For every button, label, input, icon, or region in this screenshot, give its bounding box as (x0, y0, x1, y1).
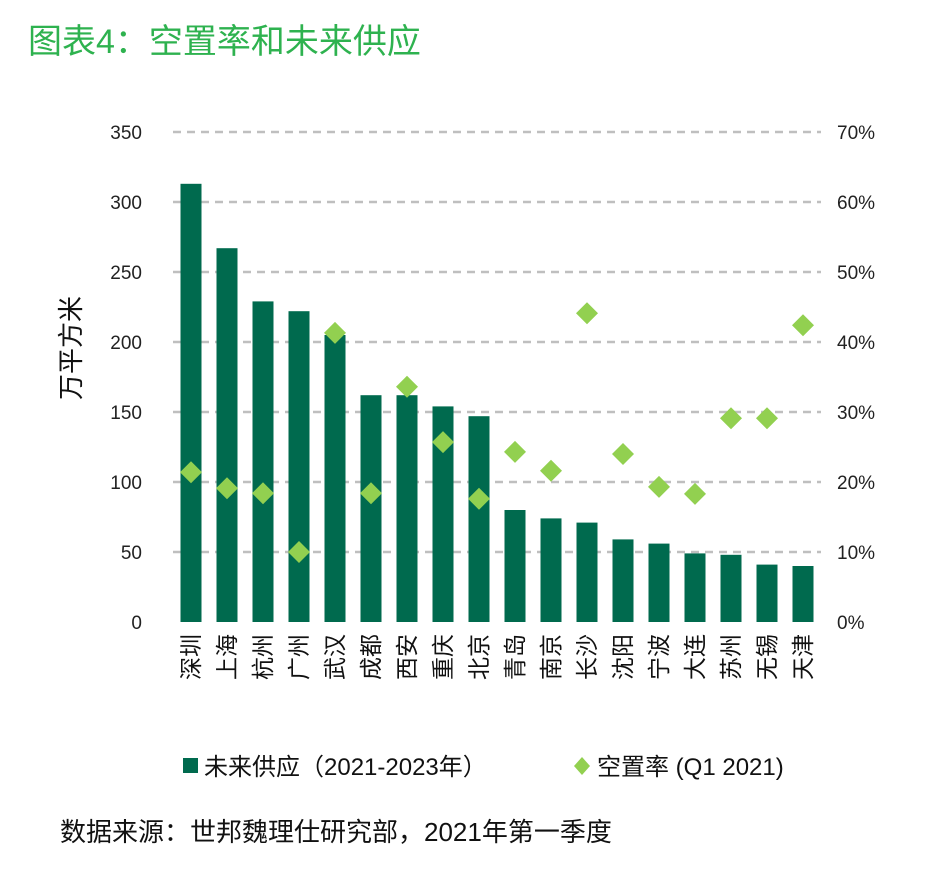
x-tick-label: 宁波 (646, 634, 672, 680)
vacancy-point (576, 302, 598, 325)
x-tick-label: 武汉 (322, 634, 348, 680)
y2-tick-label: 50% (837, 263, 875, 284)
vacancy-point (612, 443, 634, 465)
x-tick-label: 深圳 (178, 634, 204, 680)
x-tick-label: 南京 (538, 634, 564, 680)
vacancy-point (504, 440, 526, 463)
legend-diamond-swatch (574, 757, 590, 775)
y2-tick-label: 40% (837, 333, 875, 354)
bar (540, 518, 562, 622)
vacancy-point (648, 475, 670, 498)
x-tick-label: 成都 (358, 634, 384, 680)
vacancy-point (468, 487, 490, 510)
y-tick-label: 200 (110, 333, 142, 354)
y-tick-label: 250 (110, 263, 142, 284)
y-tick-label: 300 (110, 193, 142, 214)
vacancy-point (792, 314, 814, 337)
bar (324, 335, 346, 622)
bar (360, 395, 382, 622)
x-tick-label: 沈阳 (610, 634, 636, 680)
bar (252, 301, 274, 622)
y-tick-label: 150 (110, 403, 142, 424)
bar (432, 406, 454, 622)
vacancy-point (540, 459, 562, 482)
bar (648, 543, 670, 622)
bar (792, 566, 814, 622)
bar (576, 522, 598, 622)
vacancy-point (360, 482, 382, 505)
source-note: 数据来源：世邦魏理仕研究部，2021年第一季度 (60, 817, 612, 847)
vacancy-point (324, 321, 346, 344)
bar (216, 248, 238, 622)
legend-bar-swatch (183, 758, 198, 773)
x-tick-label: 青岛 (502, 634, 528, 680)
x-tick-label: 北京 (466, 634, 492, 680)
vacancy-point (288, 541, 310, 563)
y-tick-label: 50 (121, 543, 142, 564)
y2-tick-label: 70% (837, 123, 875, 144)
chart-title: 图表4：空置率和未来供应 (28, 23, 421, 61)
legend-bar-label: 未来供应（2021-2023年） (204, 754, 487, 781)
vacancy-point (180, 461, 202, 484)
vacancy-point (684, 482, 706, 505)
vacancy-point (756, 407, 778, 430)
x-tick-label: 上海 (214, 634, 240, 680)
y-tick-label: 0 (131, 613, 142, 634)
x-tick-label: 重庆 (430, 634, 456, 680)
bar (720, 554, 742, 622)
vacancy-point (216, 477, 238, 500)
x-tick-label: 西安 (394, 634, 420, 680)
x-tick-label: 广州 (286, 634, 312, 680)
vacancy-point (720, 407, 742, 430)
x-tick-label: 苏州 (718, 634, 744, 680)
y2-tick-label: 30% (837, 403, 875, 424)
bar (396, 395, 418, 622)
vacancy-point (396, 375, 418, 398)
x-tick-label: 大连 (682, 634, 708, 680)
x-tick-label: 长沙 (574, 634, 600, 680)
bar (504, 510, 526, 622)
bar (684, 553, 706, 622)
y2-tick-label: 20% (837, 473, 875, 494)
x-tick-label: 杭州 (250, 634, 276, 680)
x-tick-label: 无锡 (754, 634, 780, 680)
y-axis-label: 万平方米 (56, 296, 86, 400)
bar (468, 416, 490, 622)
bar (612, 539, 634, 622)
y-tick-label: 100 (110, 473, 142, 494)
y-tick-label: 350 (110, 123, 142, 144)
bar (180, 183, 202, 623)
y2-tick-label: 0% (837, 613, 865, 634)
vacancy-point (432, 431, 454, 454)
bar (756, 564, 778, 622)
legend-diamond-label: 空置率 (Q1 2021) (597, 754, 784, 781)
y2-tick-label: 10% (837, 543, 875, 564)
vacancy-point (252, 482, 274, 505)
bar (288, 311, 310, 622)
x-tick-label: 天津 (790, 634, 816, 680)
legend: 未来供应（2021-2023年） 空置率 (Q1 2021) (183, 754, 784, 781)
y2-tick-label: 60% (837, 193, 875, 214)
